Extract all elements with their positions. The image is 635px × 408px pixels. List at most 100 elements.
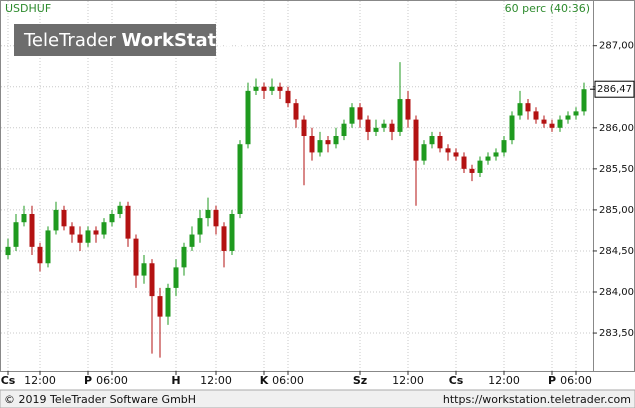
- candle-body: [269, 86, 275, 91]
- candle-body: [541, 119, 547, 124]
- candle-body: [261, 86, 267, 91]
- x-tick-label: 12:00: [24, 374, 56, 387]
- x-tick-label: 12:00: [488, 374, 520, 387]
- candle-body: [165, 287, 171, 317]
- x-tick-label: 06:00: [560, 374, 592, 387]
- candle-body: [173, 267, 179, 288]
- candle-body: [253, 86, 259, 91]
- candle-body: [213, 209, 219, 227]
- symbol: USDHUF: [5, 2, 51, 15]
- candle-body: [333, 136, 339, 145]
- footer-left: © 2019 TeleTrader Software GmbH: [4, 393, 196, 406]
- candle-body: [573, 111, 579, 116]
- candle-body: [37, 246, 43, 264]
- last-price-box: [594, 80, 635, 98]
- candle-body: [117, 205, 123, 215]
- candle-body: [461, 156, 467, 169]
- candle-body: [485, 156, 491, 161]
- candle-body: [381, 123, 387, 128]
- candle-body: [221, 226, 227, 251]
- candle-body: [357, 107, 363, 120]
- candle-body: [77, 234, 83, 243]
- candle-body: [21, 214, 27, 223]
- candle-body: [109, 214, 115, 223]
- candle-body: [397, 99, 403, 132]
- x-tick-label: Cs: [449, 374, 464, 387]
- footer-bar: [0, 389, 635, 408]
- candle-body: [237, 144, 243, 215]
- x-tick-label: Sz: [353, 374, 367, 387]
- candle-body: [549, 123, 555, 128]
- candle-body: [445, 148, 451, 153]
- candle-body: [429, 136, 435, 145]
- candle-body: [309, 136, 315, 153]
- x-tick-label: 12:00: [200, 374, 232, 387]
- y-tick-label: 286,00: [599, 123, 634, 134]
- candle-body: [189, 234, 195, 247]
- candle-body: [341, 123, 347, 137]
- candle-body: [141, 263, 147, 276]
- last-price-label: 286,47: [597, 84, 632, 95]
- candle-body: [581, 89, 587, 112]
- candle-body: [477, 160, 483, 173]
- candle-body: [125, 205, 131, 239]
- x-tick-label: 12:00: [392, 374, 424, 387]
- logo: TeleTrader WorkStation: [23, 30, 248, 51]
- candle-body: [13, 222, 19, 247]
- candle-body: [557, 119, 563, 128]
- candle-body: [85, 230, 91, 243]
- candle-body: [285, 90, 291, 104]
- logo-brand: TeleTrader: [23, 30, 116, 51]
- candle-body: [349, 107, 355, 124]
- candle-body: [293, 103, 299, 120]
- candle-body: [525, 103, 531, 112]
- x-tick-label: 06:00: [96, 374, 128, 387]
- x-tick-label: H: [171, 374, 180, 387]
- x-tick-label: Cs: [1, 374, 16, 387]
- candle-body: [29, 214, 35, 247]
- candle-body: [93, 230, 99, 235]
- candle-body: [317, 140, 323, 153]
- x-tick-label: P: [548, 374, 556, 387]
- y-tick-label: 283,50: [599, 328, 634, 339]
- candle-body: [365, 119, 371, 132]
- candle-body: [301, 119, 307, 137]
- x-tick-label: P: [84, 374, 92, 387]
- logo-product: WorkStation: [122, 30, 248, 51]
- candle-body: [421, 144, 427, 161]
- candle-body: [101, 222, 107, 235]
- candle-body: [437, 136, 443, 149]
- candle-body: [181, 246, 187, 268]
- candle-body: [277, 86, 283, 91]
- candle-body: [493, 152, 499, 157]
- candle-body: [157, 296, 163, 317]
- y-tick-label: 284,00: [599, 287, 634, 298]
- y-tick-label: 287,00: [599, 41, 634, 52]
- y-tick-label: 285,50: [599, 164, 634, 175]
- x-tick-label: K: [260, 374, 269, 387]
- candle-body: [469, 168, 475, 173]
- candle-body: [229, 214, 235, 251]
- candle-body: [133, 238, 139, 276]
- y-tick-label: 284,50: [599, 246, 634, 257]
- y-tick-label: 285,00: [599, 205, 634, 216]
- x-tick-label: 06:00: [272, 374, 304, 387]
- candle-body: [517, 103, 523, 116]
- candle-body: [413, 119, 419, 161]
- candle-body: [405, 99, 411, 120]
- candle-body: [61, 209, 67, 227]
- candle-body: [565, 115, 571, 120]
- candle-body: [69, 226, 75, 235]
- candle-body: [149, 263, 155, 297]
- logo-box: [14, 24, 216, 56]
- candle-body: [245, 90, 251, 145]
- candle-body: [509, 115, 515, 141]
- candle-body: [53, 209, 59, 231]
- candle-body: [501, 140, 507, 153]
- candle-body: [197, 218, 203, 235]
- candle-body: [453, 152, 459, 157]
- candle-body: [533, 111, 539, 120]
- candle-body: [389, 123, 395, 132]
